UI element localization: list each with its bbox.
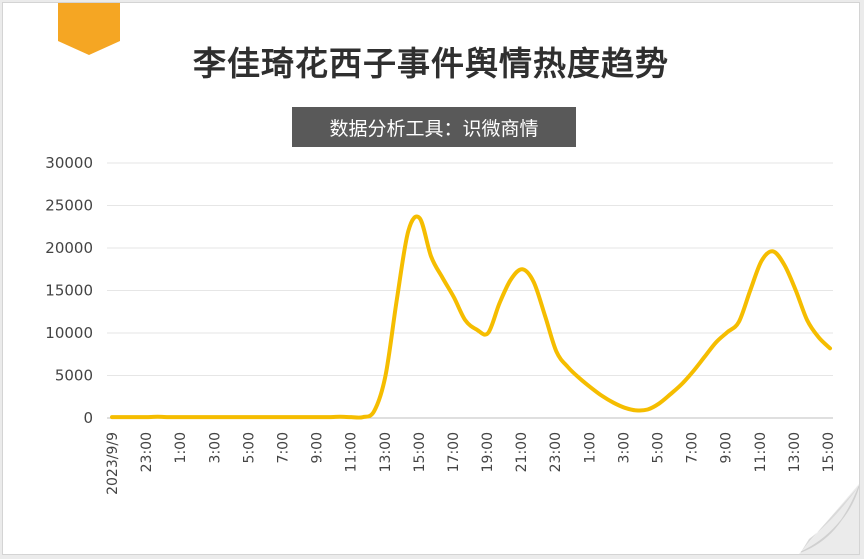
x-tick-label: 5:00 [241, 432, 257, 463]
x-tick-label: 11:00 [753, 432, 769, 472]
y-tick-label: 30000 [45, 154, 93, 172]
corner-tab-decoration [58, 3, 120, 55]
x-tick-label: 3:00 [616, 432, 632, 463]
line-chart: 0 5000 10000 15000 20000 25000 30000 2023/9/9 23… [45, 154, 837, 495]
y-tick-label: 20000 [45, 239, 93, 257]
x-tick-label: 21:00 [514, 432, 530, 472]
y-tick-label: 10000 [45, 324, 93, 342]
series-line [110, 214, 832, 420]
x-tick-label: 5:00 [651, 432, 667, 463]
x-tick-label: 1:00 [173, 432, 189, 463]
x-tick-label: 15:00 [821, 432, 837, 472]
x-tick-label: 13:00 [378, 432, 394, 472]
page-curl-decoration [799, 484, 859, 554]
y-tick-label: 15000 [45, 282, 93, 300]
x-tick-label: 7:00 [685, 432, 701, 463]
x-tick-label: 17:00 [446, 432, 462, 472]
x-tick-label: 3:00 [207, 432, 223, 463]
x-tick-label: 19:00 [480, 432, 496, 472]
x-tick-label: 1:00 [582, 432, 598, 463]
y-tick-label: 5000 [55, 367, 93, 385]
x-tick-label: 15:00 [412, 432, 428, 472]
x-tick-label: 9:00 [310, 432, 326, 463]
x-tick-label: 2023/9/9 [105, 432, 121, 495]
source-badge: 数据分析工具：识微商情 [292, 107, 576, 147]
x-tick-label: 13:00 [787, 432, 803, 472]
x-tick-label: 11:00 [344, 432, 360, 472]
y-tick-label: 25000 [45, 197, 93, 215]
x-tick-label: 7:00 [275, 432, 291, 463]
chart-title: 李佳琦花西子事件舆情热度趋势 [193, 44, 669, 83]
x-tick-label: 23:00 [139, 432, 155, 472]
x-tick-label: 23:00 [548, 432, 564, 472]
y-tick-label: 0 [83, 409, 93, 427]
x-tick-label: 9:00 [719, 432, 735, 463]
